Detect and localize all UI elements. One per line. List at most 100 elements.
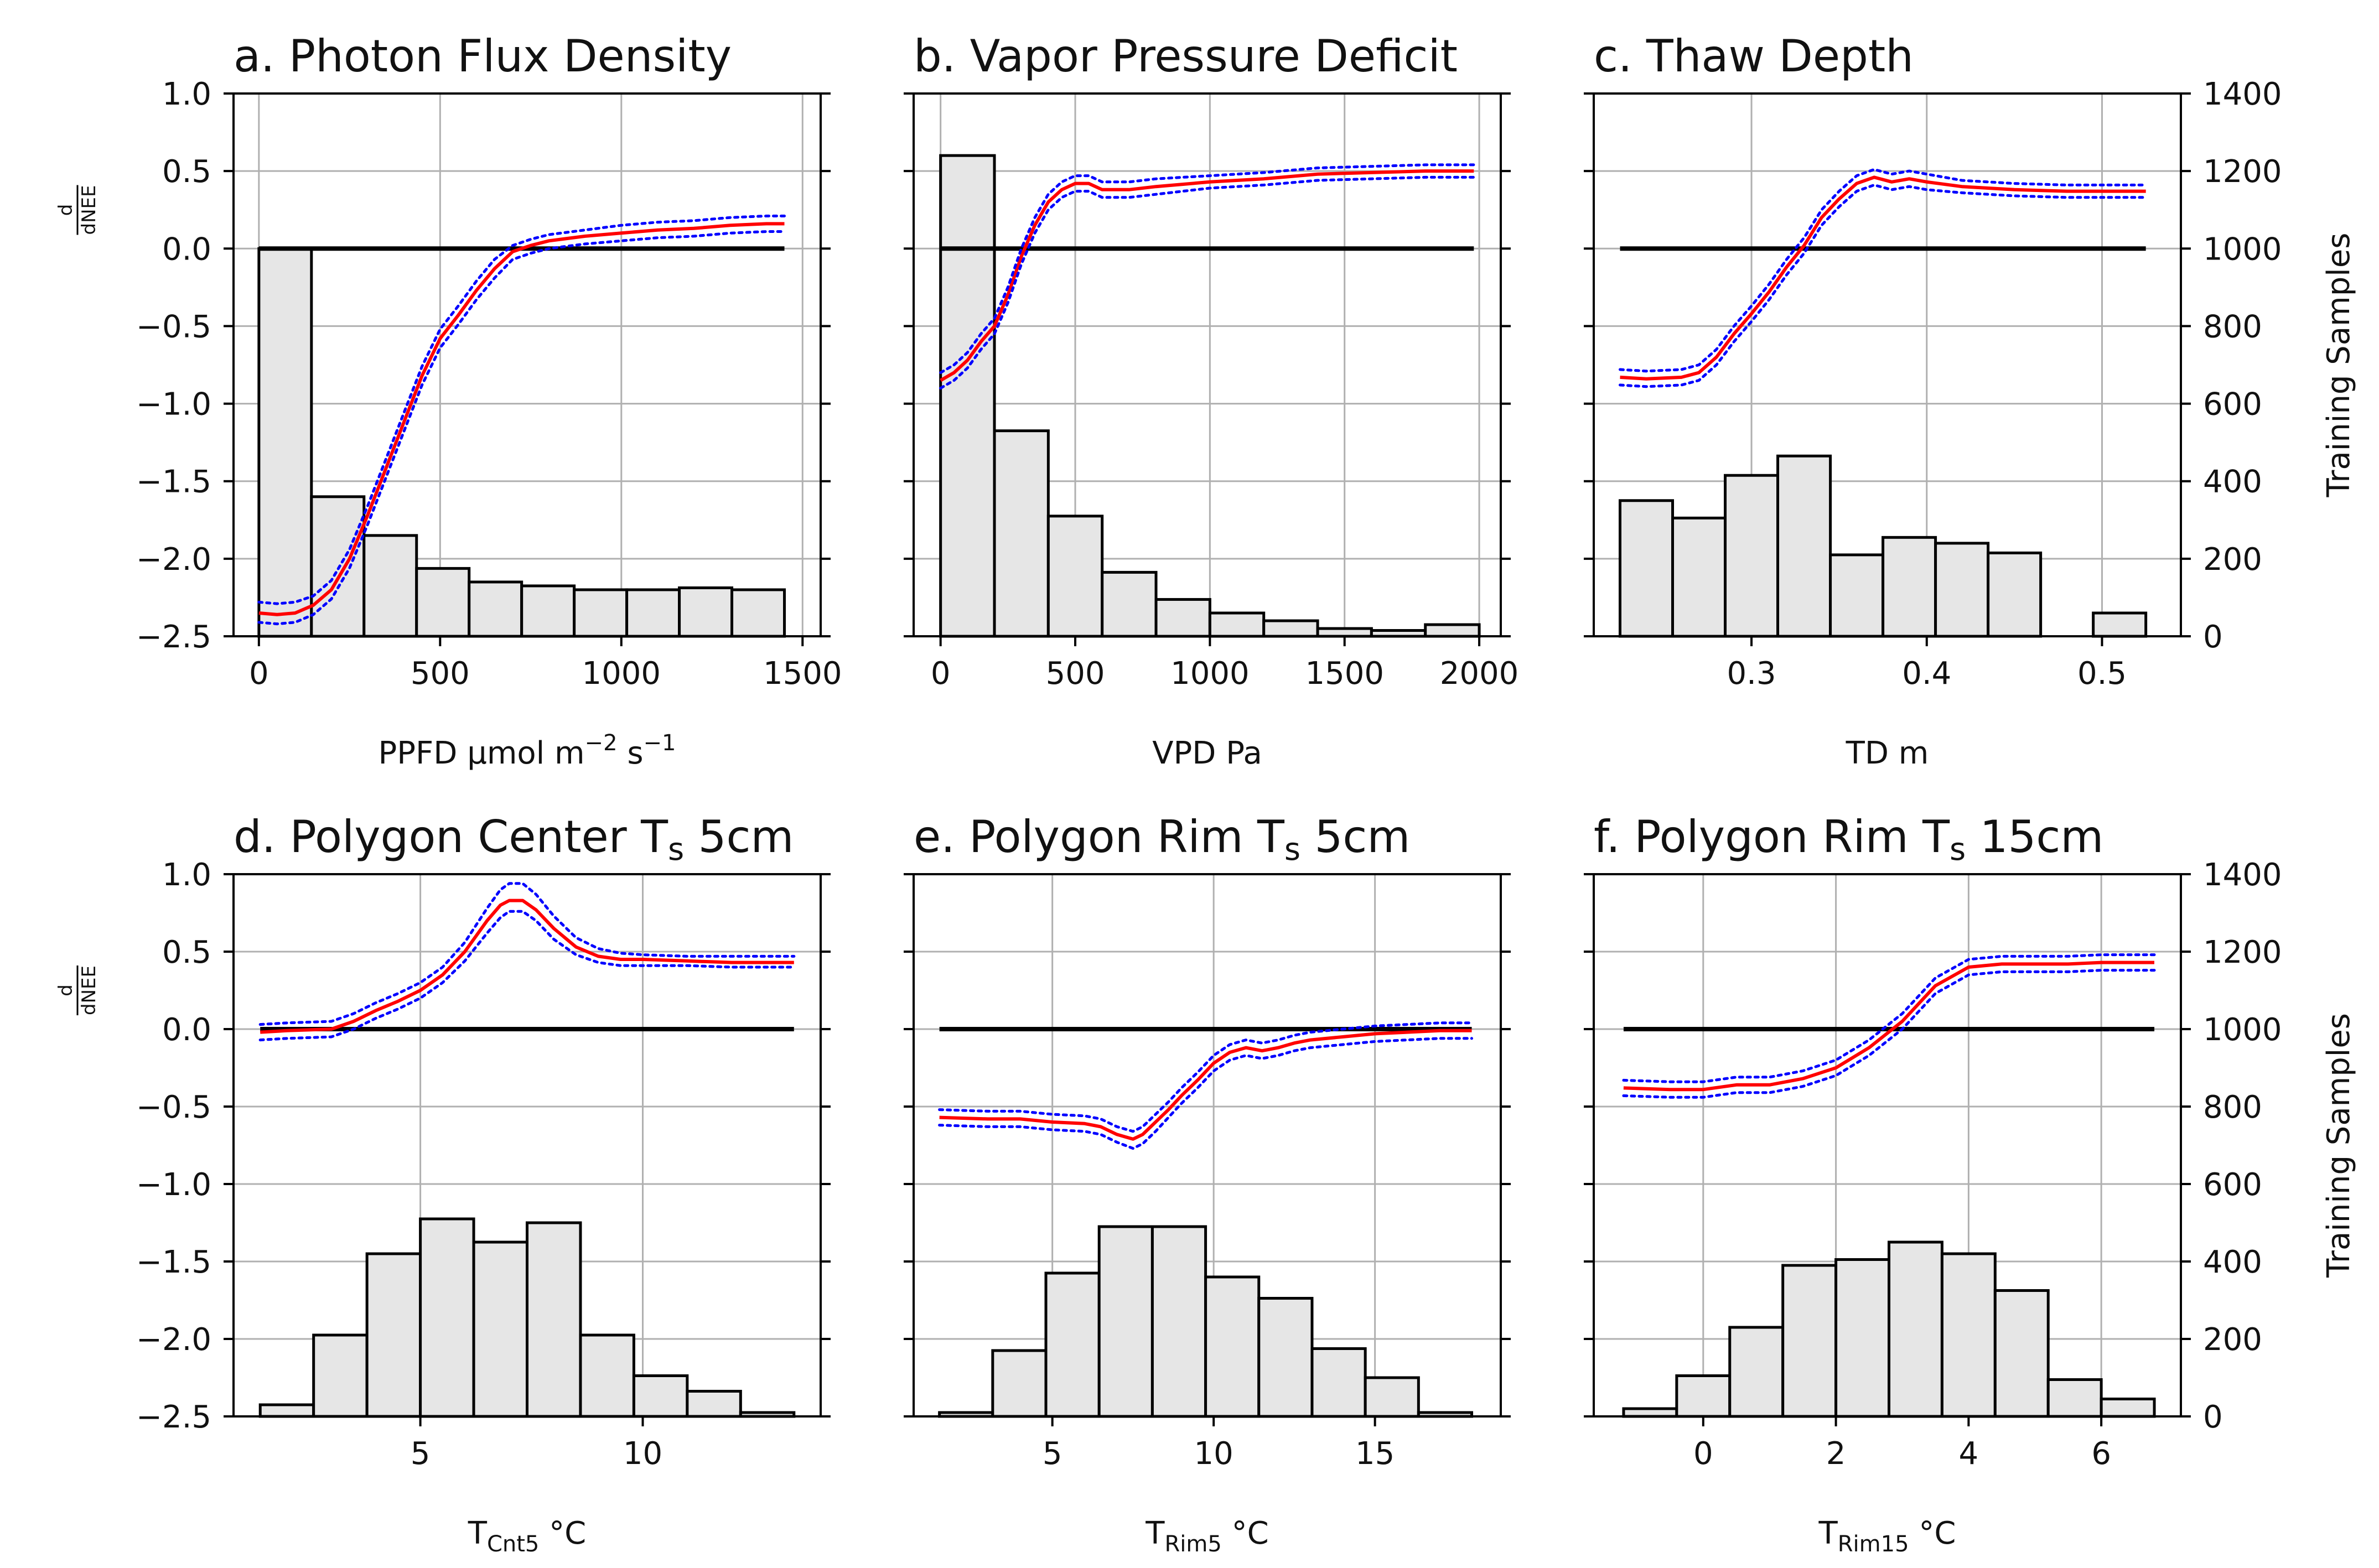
y2-tick-label: 1200	[2203, 154, 2282, 190]
x-tick-label: 15	[1355, 1436, 1395, 1472]
x-tick-label: 0.4	[1902, 656, 1951, 692]
histogram-bar	[686, 1390, 742, 1418]
panel-title: b. Vapor Pressure Deficit	[914, 30, 1458, 82]
histogram-bar	[2092, 611, 2148, 638]
histogram-bar	[1834, 1258, 1890, 1418]
x-axis-label-superscript: −1	[644, 730, 676, 756]
upper-bound-line	[1622, 953, 2156, 1083]
panel-title: a. Photon Flux Density	[234, 30, 732, 82]
y2-tick-label: 400	[2203, 464, 2262, 500]
lower-bound-line	[257, 230, 786, 626]
histogram-bar	[1424, 623, 1481, 638]
lower-bound-line	[1622, 969, 2156, 1099]
x-tick-label: 0	[1693, 1436, 1713, 1472]
axes-frame	[232, 873, 822, 1418]
x-axis-label-text: PPFD μmol m	[379, 735, 585, 771]
y-tick-label: −1.5	[136, 464, 211, 500]
histogram-bar	[1044, 1271, 1101, 1418]
x-axis-label-text-after: °C	[1222, 1515, 1269, 1551]
y2-axis-label: Training Samples	[2321, 233, 2357, 498]
histogram-bar	[1987, 551, 2043, 638]
x-tick-label: 5	[411, 1436, 431, 1472]
axes-frame	[232, 92, 822, 637]
y-tick-label: 0.5	[162, 934, 211, 970]
histogram-bar	[468, 580, 524, 638]
y2-tick-label: 1400	[2203, 857, 2282, 893]
histogram-bar	[1829, 553, 1885, 638]
panel-5: e. Polygon Rim Ts 5cm 5 10 15 TRim5 °C	[904, 811, 1511, 1557]
histogram-bar	[1675, 1374, 1732, 1418]
histogram-bar	[362, 534, 418, 638]
x-axis-label-text: T	[468, 1515, 488, 1551]
x-tick-label: 6	[2091, 1436, 2111, 1472]
panel-6: f. Polygon Rim Ts 15cm 0 2 4 6 0 200 400 600 800 1…	[1584, 811, 2357, 1557]
panel-3: c. Thaw Depth 0.3 0.4 0.5 0 200 400 600 800 1000 1…	[1584, 30, 2357, 771]
axes-frame	[1593, 873, 2182, 1418]
y-tick-label: 0.0	[162, 1012, 211, 1048]
histogram-bar	[1934, 542, 1990, 638]
panel-1: a. Photon Flux Density 0 500 1000 1500 −2.5 −2…	[55, 30, 842, 771]
histogram-bar	[1622, 1407, 1678, 1418]
mean-line	[939, 1029, 1472, 1141]
histogram-bar	[1619, 499, 1675, 638]
histogram-bar	[993, 429, 1050, 638]
x-tick-label: 1500	[763, 656, 842, 692]
y2-tick-label: 1200	[2203, 934, 2282, 970]
upper-bound-line	[258, 882, 796, 1026]
x-tick-label: 1000	[1170, 656, 1250, 692]
lower-bound-line	[938, 1037, 1473, 1150]
y-tick-label: −2.5	[136, 619, 211, 655]
histogram-bar	[1257, 1297, 1314, 1418]
histogram-bar	[1882, 536, 1937, 638]
x-tick-label: 2	[1826, 1436, 1846, 1472]
y-tick-label: 1.0	[162, 76, 211, 112]
y2-tick-label: 0	[2203, 1399, 2223, 1435]
y-axis-label-denominator: dNEE	[78, 965, 100, 1015]
y-tick-label: −1.0	[136, 1167, 211, 1203]
histogram-bar	[1046, 515, 1104, 638]
histogram-bar	[419, 1217, 475, 1418]
y2-tick-label: 200	[2203, 1322, 2262, 1358]
histogram-bar	[730, 588, 786, 638]
mean-line	[258, 222, 785, 616]
y2-tick-label: 800	[2203, 1089, 2262, 1125]
histogram-bar	[310, 495, 366, 638]
panel-title: d. Polygon Center Ts 5cm	[234, 811, 794, 868]
y-tick-label: −1.0	[136, 387, 211, 423]
panel-title-text: e. Polygon Rim T	[914, 811, 1285, 863]
panel-4: d. Polygon Center Ts 5cm 5 10 −2.5 −2.0 −1.5 −…	[55, 811, 831, 1557]
panel-title-text-after: 5cm	[1300, 811, 1410, 863]
histogram-bar	[579, 1333, 635, 1418]
y2-tick-label: 1400	[2203, 76, 2282, 112]
panel-title: f. Polygon Rim Ts 15cm	[1594, 811, 2103, 868]
x-axis-label: TD m	[1846, 735, 1929, 771]
x-axis-label-text: T	[1818, 1515, 1838, 1551]
x-axis-label-subscript: Rim15	[1838, 1531, 1909, 1557]
y2-tick-label: 1000	[2203, 1012, 2282, 1048]
x-tick-label: 4	[1959, 1436, 1979, 1472]
x-axis-label-subscript: Cnt5	[487, 1531, 539, 1557]
axes-frame	[1593, 92, 2182, 637]
x-tick-label: 500	[411, 656, 470, 692]
mean-line	[1623, 960, 2154, 1092]
x-axis-label-text-after: °C	[539, 1515, 586, 1551]
x-axis-label: TRim15 °C	[1818, 1515, 1956, 1557]
panel-title-subscript: s	[1284, 832, 1300, 868]
lower-bound-line	[939, 175, 1475, 390]
mean-line	[260, 899, 794, 1034]
histogram-bar	[1154, 598, 1211, 638]
histogram-bar	[365, 1252, 422, 1418]
histogram-bar	[632, 1374, 689, 1418]
x-axis-label: PPFD μmol m−2 s−1	[379, 730, 676, 771]
x-tick-label: 1500	[1305, 656, 1384, 692]
histogram-bar	[526, 1221, 582, 1418]
x-tick-label: 10	[623, 1436, 662, 1472]
histogram-bar	[2046, 1378, 2103, 1418]
axes-frame	[913, 873, 1502, 1418]
y-axis-label-numerator: d	[55, 204, 77, 216]
panel-title-text: d. Polygon Center T	[234, 811, 668, 863]
histogram-bar	[1887, 1240, 1943, 1418]
histogram-bar	[312, 1333, 369, 1418]
panel-title: e. Polygon Rim Ts 5cm	[914, 811, 1410, 868]
panel-title-subscript: s	[668, 832, 684, 868]
